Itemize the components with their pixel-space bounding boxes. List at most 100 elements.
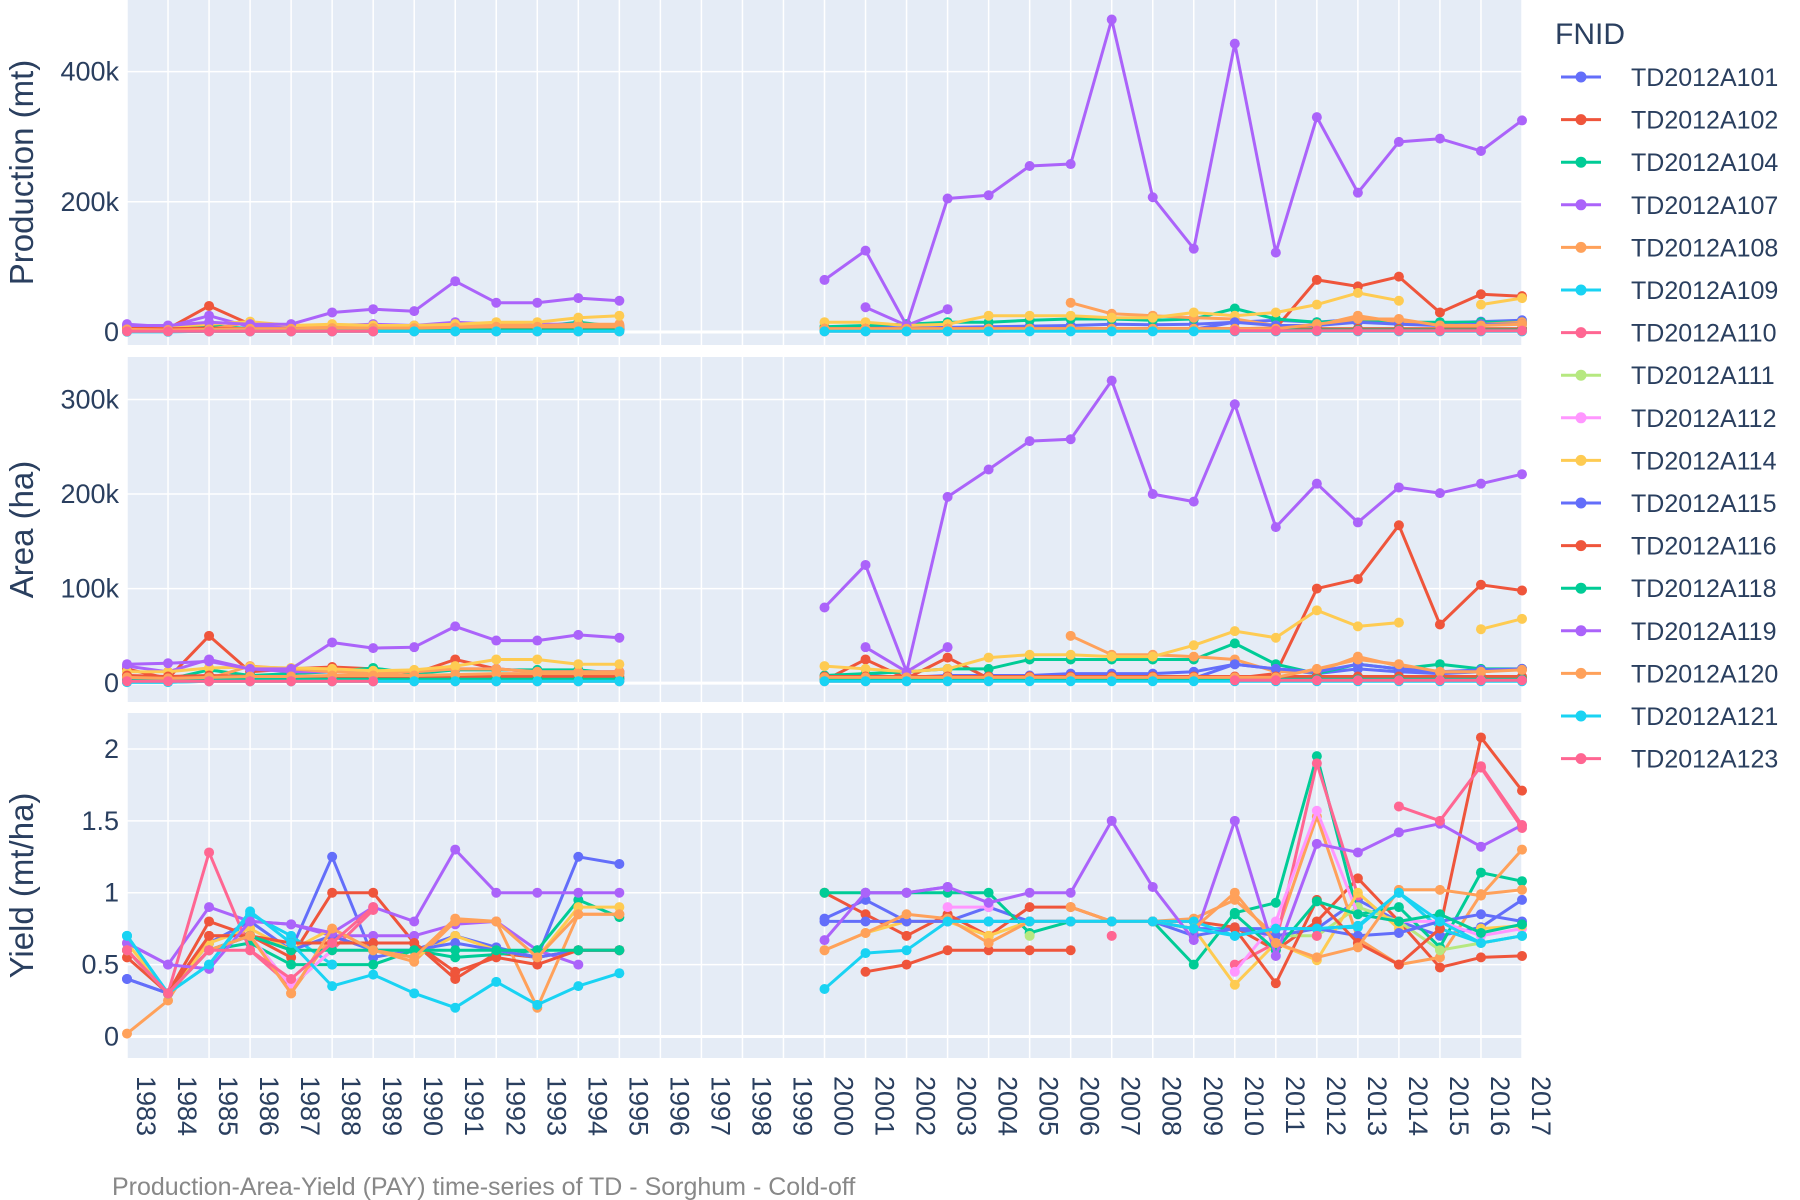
data-point	[1065, 902, 1076, 913]
x-tick-label: 1998	[746, 1076, 776, 1136]
data-point	[1270, 978, 1281, 989]
data-point	[942, 676, 953, 687]
legend-item-TD2012A109[interactable]: TD2012A109	[1561, 277, 1778, 305]
data-point	[1475, 289, 1486, 300]
legend-item-TD2012A112[interactable]: TD2012A112	[1561, 405, 1776, 433]
series-line	[824, 317, 1523, 331]
data-point	[532, 999, 543, 1010]
legend-item-TD2012A104[interactable]: TD2012A104	[1561, 149, 1778, 177]
data-point	[573, 981, 584, 992]
data-point	[819, 916, 830, 927]
data-point	[1517, 585, 1527, 596]
legend-item-TD2012A116[interactable]: TD2012A116	[1561, 533, 1776, 561]
data-point	[983, 652, 994, 663]
legend-label: TD2012A114	[1631, 447, 1777, 475]
data-point	[1229, 325, 1240, 336]
legend-item-TD2012A110[interactable]: TD2012A110	[1561, 320, 1776, 348]
data-point	[1393, 916, 1404, 927]
data-point	[1270, 325, 1281, 336]
legend-item-TD2012A108[interactable]: TD2012A108	[1561, 234, 1778, 262]
data-point	[1352, 287, 1363, 298]
y-tick-label: 100k	[60, 574, 119, 604]
data-point	[1106, 815, 1117, 826]
data-point	[614, 310, 625, 321]
data-point	[983, 887, 994, 898]
data-point	[491, 297, 502, 308]
data-point	[1517, 876, 1527, 887]
legend-item-TD2012A123[interactable]: TD2012A123	[1561, 746, 1778, 774]
data-point	[1393, 827, 1404, 838]
data-point	[1229, 923, 1240, 934]
data-point	[1229, 909, 1240, 920]
legend-item-TD2012A121[interactable]: TD2012A121	[1561, 703, 1778, 731]
data-point	[819, 661, 830, 672]
panel-area: 0 100k 200k 300k Area (ha)	[3, 357, 1527, 702]
data-point	[1475, 325, 1486, 336]
data-point	[368, 676, 379, 687]
x-tick-label: 1984	[172, 1076, 202, 1136]
data-point	[614, 326, 625, 337]
data-point	[983, 464, 994, 475]
data-point	[1147, 916, 1158, 927]
legend-item-TD2012A102[interactable]: TD2012A102	[1561, 107, 1778, 135]
data-point	[1024, 945, 1035, 956]
data-point	[1475, 624, 1486, 635]
data-point	[1393, 271, 1404, 282]
legend-item-TD2012A119[interactable]: TD2012A119	[1561, 618, 1776, 646]
data-point	[860, 326, 871, 337]
series-group	[122, 14, 1527, 337]
legend-item-TD2012A111[interactable]: TD2012A111	[1561, 362, 1775, 390]
data-point	[614, 295, 625, 306]
data-point	[983, 930, 994, 941]
data-point	[1065, 159, 1076, 170]
data-point	[573, 629, 584, 640]
data-point	[614, 668, 625, 679]
x-tick-label: 1991	[459, 1076, 489, 1136]
data-point	[1475, 909, 1486, 920]
data-point	[1270, 247, 1281, 258]
data-point	[942, 945, 953, 956]
data-point	[286, 919, 297, 930]
data-point	[1229, 303, 1240, 314]
x-tick-label: 2011	[1280, 1076, 1310, 1134]
data-point	[1434, 488, 1445, 499]
y-axis-title: Production (mt)	[3, 60, 40, 286]
legend-item-TD2012A101[interactable]: TD2012A101	[1561, 64, 1778, 92]
data-point	[1352, 517, 1363, 528]
data-point	[860, 642, 871, 653]
data-point	[573, 326, 584, 337]
data-point	[983, 897, 994, 908]
data-point	[1434, 930, 1445, 941]
legend-item-TD2012A107[interactable]: TD2012A107	[1561, 192, 1778, 220]
data-point	[1065, 326, 1076, 337]
data-point	[1434, 659, 1445, 670]
x-tick-label: 1995	[623, 1076, 653, 1136]
data-point	[1229, 638, 1240, 649]
legend-item-TD2012A115[interactable]: TD2012A115	[1561, 490, 1776, 518]
y-tick-label: 200k	[60, 187, 119, 217]
x-tick-label: 1986	[254, 1076, 284, 1136]
data-point	[1475, 867, 1486, 878]
data-point	[614, 968, 625, 979]
data-point	[450, 973, 461, 984]
data-point	[1270, 663, 1281, 674]
data-point	[1434, 945, 1445, 956]
legend-item-TD2012A114[interactable]: TD2012A114	[1561, 447, 1777, 475]
data-point	[1270, 675, 1281, 686]
data-point	[532, 959, 543, 970]
data-point	[1434, 884, 1445, 895]
data-point	[532, 635, 543, 646]
data-point	[1311, 923, 1322, 934]
data-point	[860, 663, 871, 674]
data-point	[1434, 325, 1445, 336]
legend-label: TD2012A108	[1631, 234, 1778, 262]
data-point	[450, 276, 461, 287]
chart-panels: 0 200k 400k Production (mt) 0 100k 200k 300k Are…	[3, 0, 1527, 1058]
data-point	[491, 952, 502, 963]
data-point	[1188, 923, 1199, 934]
legend-item-TD2012A118[interactable]: TD2012A118	[1561, 575, 1776, 603]
data-point	[1024, 436, 1035, 447]
data-point	[860, 654, 871, 665]
data-point	[204, 317, 215, 328]
legend-item-TD2012A120[interactable]: TD2012A120	[1561, 660, 1778, 688]
